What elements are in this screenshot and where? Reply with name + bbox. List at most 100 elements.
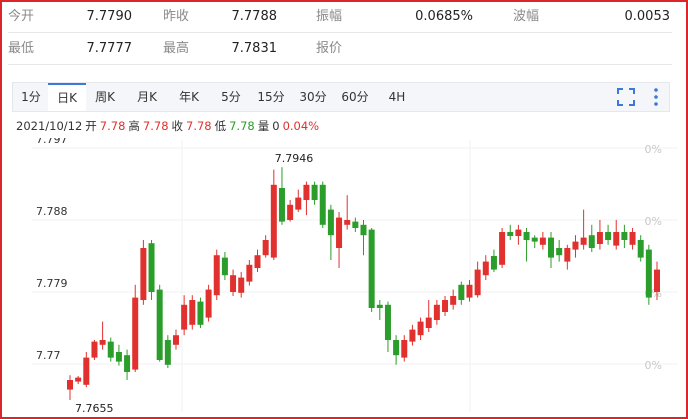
candle-body	[189, 300, 196, 325]
candle-body	[360, 224, 367, 236]
info-label: 低	[214, 119, 227, 133]
candle-body	[287, 204, 294, 220]
candle-body	[368, 229, 375, 308]
candle-body	[433, 304, 440, 320]
candle-body	[238, 277, 245, 293]
candle-body	[474, 269, 481, 296]
candle-body	[580, 237, 587, 245]
candle-body	[523, 232, 530, 240]
candle-body	[515, 229, 522, 236]
tab[interactable]: 4H	[388, 90, 406, 104]
candle-body	[319, 184, 326, 225]
candle-body	[344, 220, 351, 225]
tab[interactable]: 日K	[48, 83, 86, 111]
candle-body	[450, 296, 457, 305]
candle-body	[629, 232, 636, 245]
candle-body	[156, 289, 163, 360]
stat-label: 最低	[8, 41, 35, 56]
candle-body	[254, 255, 261, 268]
candle-body	[295, 197, 302, 210]
candle-body	[336, 217, 343, 248]
candle-body	[401, 340, 408, 358]
candle-body	[556, 248, 563, 256]
right-label: 0%	[645, 359, 662, 372]
menu-icon[interactable]	[651, 86, 661, 108]
candle-body	[148, 243, 155, 292]
candle-body	[596, 232, 603, 244]
candle-body	[91, 341, 98, 358]
info-value: 7.78	[142, 119, 169, 133]
candle-body	[442, 300, 449, 312]
candle-body	[417, 321, 424, 336]
info-label: 高	[128, 119, 140, 133]
tab[interactable]: 30分	[299, 90, 327, 104]
stat-value: 7.7777	[86, 41, 133, 56]
stat-label: 报价	[316, 41, 343, 56]
candle-body	[482, 261, 489, 276]
info-line: 2021/10/12 开 7.78 高 7.78 收 7.78 低 7.78 量 0 0.04%	[16, 118, 322, 134]
candle-body	[221, 257, 228, 276]
candle-body	[621, 232, 628, 240]
info-date: 2021/10/12	[16, 119, 83, 133]
candle-body	[548, 237, 555, 258]
stat-value: 7.7790	[86, 9, 133, 24]
stat-value: 7.7831	[231, 41, 278, 56]
stat-label: 昨收	[163, 9, 190, 24]
stats-row: 最低 7.7777 最高 7.7831 报价	[8, 34, 672, 65]
stat-value: 0.0685%	[415, 9, 473, 24]
y-tick-label: 7.77	[36, 349, 61, 362]
fullscreen-icon[interactable]	[615, 86, 637, 108]
stat-label: 振幅	[316, 9, 343, 24]
tab[interactable]: 15分	[257, 90, 285, 104]
candle-body	[645, 249, 652, 298]
stat-label: 波幅	[513, 9, 540, 24]
candle-body	[83, 357, 90, 385]
y-tick-label: 7.779	[36, 277, 68, 290]
max-label: 7.7946	[275, 152, 314, 165]
tab[interactable]: 5分	[221, 90, 241, 104]
candle-body	[270, 184, 277, 258]
candle-body	[99, 340, 106, 345]
candle-body	[490, 256, 497, 270]
info-value: 7.78	[229, 119, 255, 133]
tab[interactable]: 月K	[137, 90, 157, 104]
candle-body	[588, 235, 595, 248]
candle-body	[107, 341, 114, 358]
candle-body	[637, 240, 644, 258]
candle-body	[140, 248, 147, 300]
tab[interactable]: 周K	[95, 90, 115, 104]
info-label: 开	[85, 119, 97, 133]
candle-body	[564, 248, 571, 262]
right-label: 0%	[645, 215, 662, 228]
tab[interactable]: 年K	[179, 90, 199, 104]
candle-body	[352, 221, 359, 228]
candle-body	[213, 255, 220, 296]
stat-label: 最高	[163, 41, 190, 56]
candle-body	[262, 240, 269, 256]
candle-body	[539, 237, 546, 245]
candle-body	[613, 232, 620, 246]
tab[interactable]: 60分	[341, 90, 369, 104]
candle-body	[75, 377, 82, 382]
tab[interactable]: 1分	[21, 90, 41, 104]
candle-body	[425, 317, 432, 328]
candle-body	[115, 352, 122, 362]
info-value: 7.78	[186, 119, 212, 133]
candle-body	[507, 232, 514, 236]
candle-body	[499, 232, 506, 265]
candle-body	[531, 237, 538, 242]
candle-body	[67, 380, 73, 390]
candle-body	[172, 335, 179, 345]
candle-body	[205, 289, 212, 318]
candle-body	[409, 329, 416, 342]
candle-body	[124, 355, 131, 372]
candle-body	[278, 188, 285, 222]
candle-body	[605, 232, 612, 240]
y-tick-label: 7.797	[36, 138, 68, 146]
candle-body	[393, 340, 400, 356]
info-label: 量	[257, 119, 270, 133]
candle-body	[311, 184, 318, 200]
